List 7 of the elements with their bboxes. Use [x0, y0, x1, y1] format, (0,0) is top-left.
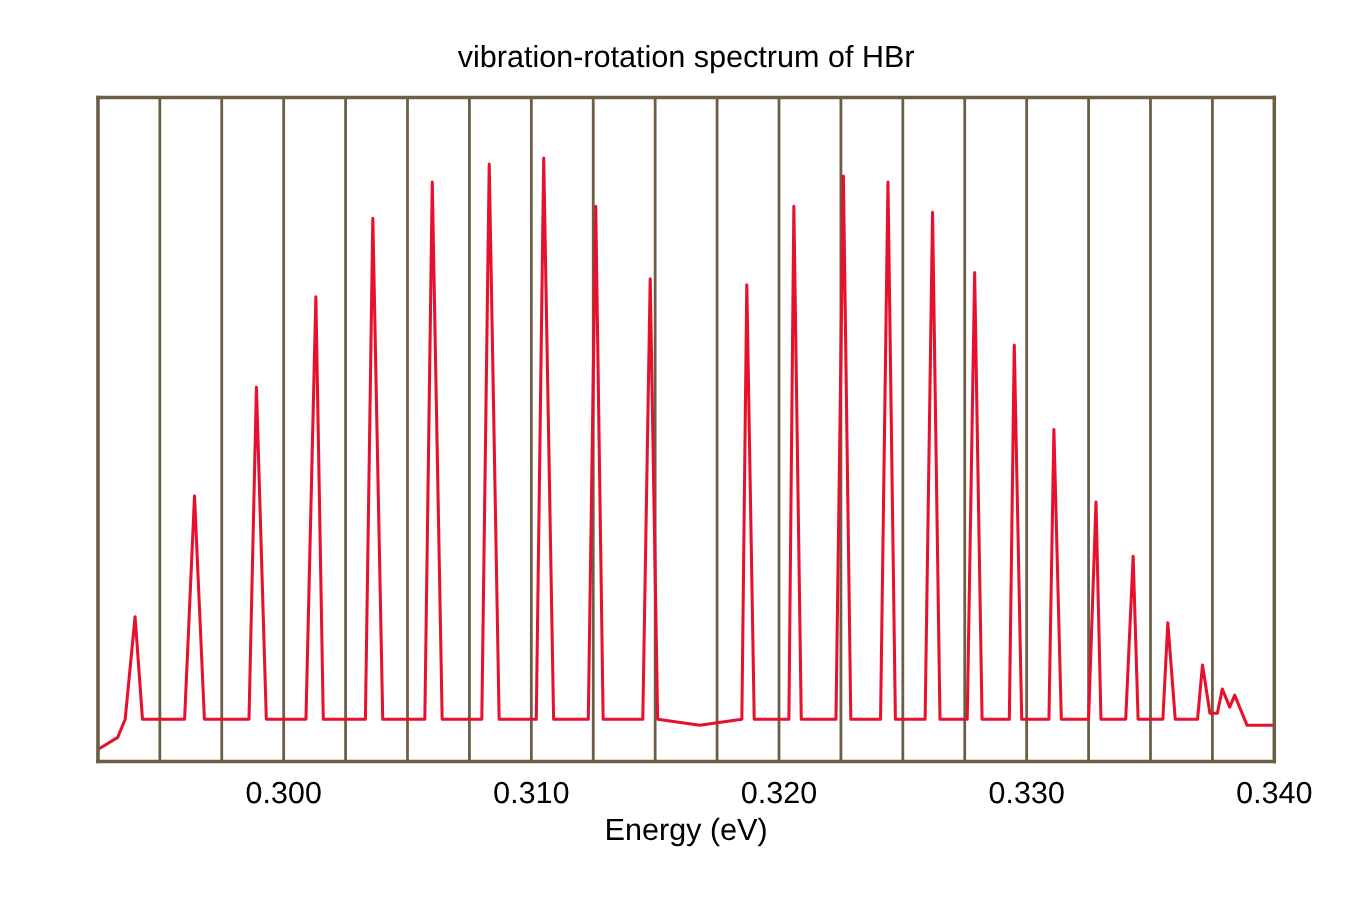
- chart-title: vibration-rotation spectrum of HBr: [457, 44, 915, 74]
- x-axis-title: Energy (eV): [607, 817, 766, 847]
- x-tick-label: 0.340: [1237, 781, 1312, 804]
- x-tick-label: 0.300: [246, 781, 321, 804]
- x-tick-label: 0.320: [741, 781, 817, 804]
- x-tick-label: 0.330: [989, 781, 1064, 804]
- x-tick-label: 0.310: [494, 781, 569, 804]
